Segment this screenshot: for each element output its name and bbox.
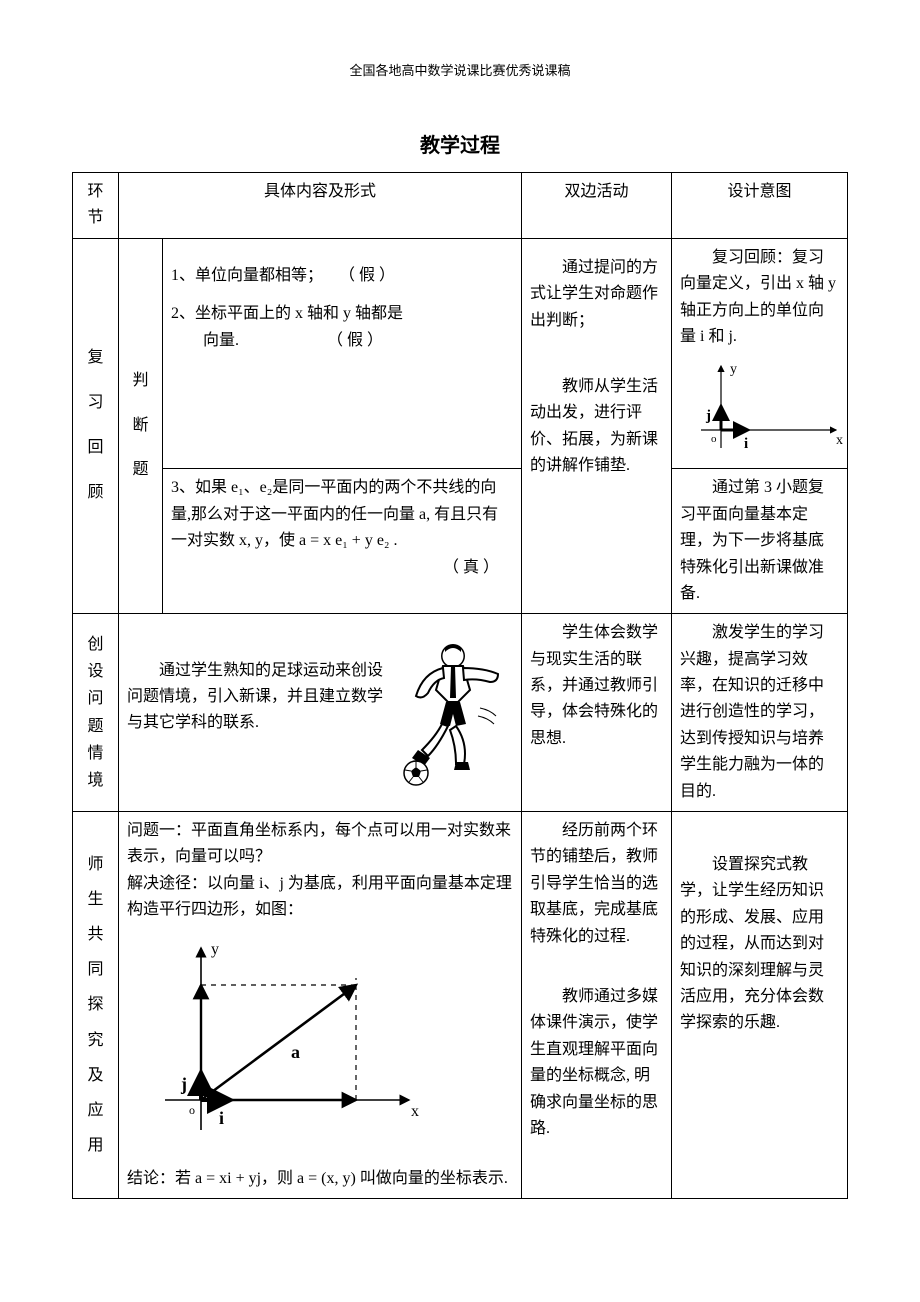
review-purpose-1: 复习回顾：复习向量定义，引出 x 轴 y 轴正方向上的单位向量 i 和 j. [672,238,848,469]
explore-activity-p1: 经历前两个环节的铺垫后，教师引导学生恰当的选取基底，完成基底特殊化的过程. [530,818,663,950]
axis-j-label: j [705,408,711,424]
judge-item-1: 1、单位向量都相等； （ 假 ） [171,263,513,289]
vec-x-label: x [411,1103,419,1120]
explore-purpose: 设置探究式教学，让学生经历知识的形成、发展、应用的过程，从而达到对知识的深刻理解… [672,812,848,1199]
explore-activity: 经历前两个环节的铺垫后，教师引导学生恰当的选取基底，完成基底特殊化的过程. 教师… [522,812,672,1199]
axis-diagram-ij: y x j i o [686,358,846,458]
section-situation-label: 创 设 问 题 情 境 [81,625,110,800]
explore-activity-p2: 教师通过多媒体课件演示，使学生直观理解平面向量的坐标概念, 明确求向量坐标的思路… [530,984,663,1142]
section-explore: 师 生 共 同 探 究 及 应 用 [73,812,119,1199]
situation-purpose: 激发学生的学习兴趣，提高学习效率，在知识的迁移中进行创造性的学习，达到传授知识与… [672,614,848,812]
explore-sol: 解决途径：以向量 i、j 为基底，利用平面向量基本定理构造平行四边形，如图： [127,871,513,924]
th-content: 具体内容及形式 [119,173,522,239]
review-activity: 通过提问的方式让学生对命题作出判断； 教师从学生活动出发，进行评价、拓展，为新课… [522,238,672,614]
axis-i-label: i [744,436,748,452]
vec-a-label: a [291,1042,300,1062]
page-title: 教学过程 [72,129,848,158]
situation-purpose-text: 激发学生的学习兴趣，提高学习效率，在知识的迁移中进行创造性的学习，达到传授知识与… [680,620,839,805]
review-purpose-text1: 复习回顾：复习向量定义，引出 x 轴 y 轴正方向上的单位向量 i 和 j. [680,245,839,351]
situation-content: 通过学生熟知的足球运动来创设问题情境，引入新课，并且建立数学与其它学科的联系. [127,658,387,737]
th-purpose: 设计意图 [672,173,848,239]
axis-y-label: y [730,362,737,377]
review-activity-p1: 通过提问的方式让学生对命题作出判断； [530,255,663,334]
review-purpose-text2: 通过第 3 小题复习平面向量基本定理，为下一步将基底特殊化引出新课做准备. [680,475,839,607]
judge-item-2b: 向量. （ 假 ） [171,328,513,354]
situation-activity: 学生体会数学与现实生活的联系，并通过教师引导，体会特殊化的思想. [522,614,672,812]
vec-i-label: i [219,1108,224,1128]
th-section: 环节 [73,173,119,239]
subsection-judge-label: 判 断 题 [127,339,154,513]
soccer-icon [398,638,508,788]
judge-item-3-ans: （ 真 ） [171,555,513,581]
vec-j-label: j [180,1074,187,1094]
subsection-judge: 判 断 题 [119,238,163,614]
section-review-label: 复 习 回 顾 [81,316,110,535]
section-explore-label: 师 生 共 同 探 究 及 应 用 [81,835,110,1176]
situation-activity-text: 学生体会数学与现实生活的联系，并通过教师引导，体会特殊化的思想. [530,620,663,752]
judge-items-12: 1、单位向量都相等； （ 假 ） 2、坐标平面上的 x 轴和 y 轴都是 向量.… [163,238,522,469]
explore-q1: 问题一：平面直角坐标系内，每个点可以用一对实数来表示，向量可以吗？ [127,818,513,871]
axis-o-label: o [711,433,717,445]
section-review: 复 习 回 顾 [73,238,119,614]
judge-item-2a: 2、坐标平面上的 x 轴和 y 轴都是 [171,301,513,327]
judge-item-3: 3、如果 e₁、e₂是同一平面内的两个不共线的向量,那么对于这一平面内的任一向量… [171,475,513,554]
explore-conclusion: 结论：若 a = xi + yj，则 a = (x, y) 叫做向量的坐标表示. [127,1166,513,1192]
th-activity: 双边活动 [522,173,672,239]
review-activity-p2: 教师从学生活动出发，进行评价、拓展，为新课的讲解作铺垫. [530,374,663,480]
vec-o-label: o [189,1103,195,1117]
page-header: 全国各地高中数学说课比赛优秀说课稿 [72,60,848,79]
vector-diagram: y x j i o a [141,930,441,1160]
situation-content-cell: 通过学生熟知的足球运动来创设问题情境，引入新课，并且建立数学与其它学科的联系. [119,614,522,812]
section-situation: 创 设 问 题 情 境 [73,614,119,812]
review-purpose-2: 通过第 3 小题复习平面向量基本定理，为下一步将基底特殊化引出新课做准备. [672,469,848,614]
lesson-table: 环节 具体内容及形式 双边活动 设计意图 复 习 回 顾 判 断 题 [72,172,848,1199]
axis-x-label: x [836,433,843,448]
explore-content-cell: 问题一：平面直角坐标系内，每个点可以用一对实数来表示，向量可以吗？ 解决途径：以… [119,812,522,1199]
judge-item-3-cell: 3、如果 e₁、e₂是同一平面内的两个不共线的向量,那么对于这一平面内的任一向量… [163,469,522,614]
explore-purpose-text: 设置探究式教学，让学生经历知识的形成、发展、应用的过程，从而达到对知识的深刻理解… [680,852,839,1037]
vec-y-label: y [211,941,219,958]
